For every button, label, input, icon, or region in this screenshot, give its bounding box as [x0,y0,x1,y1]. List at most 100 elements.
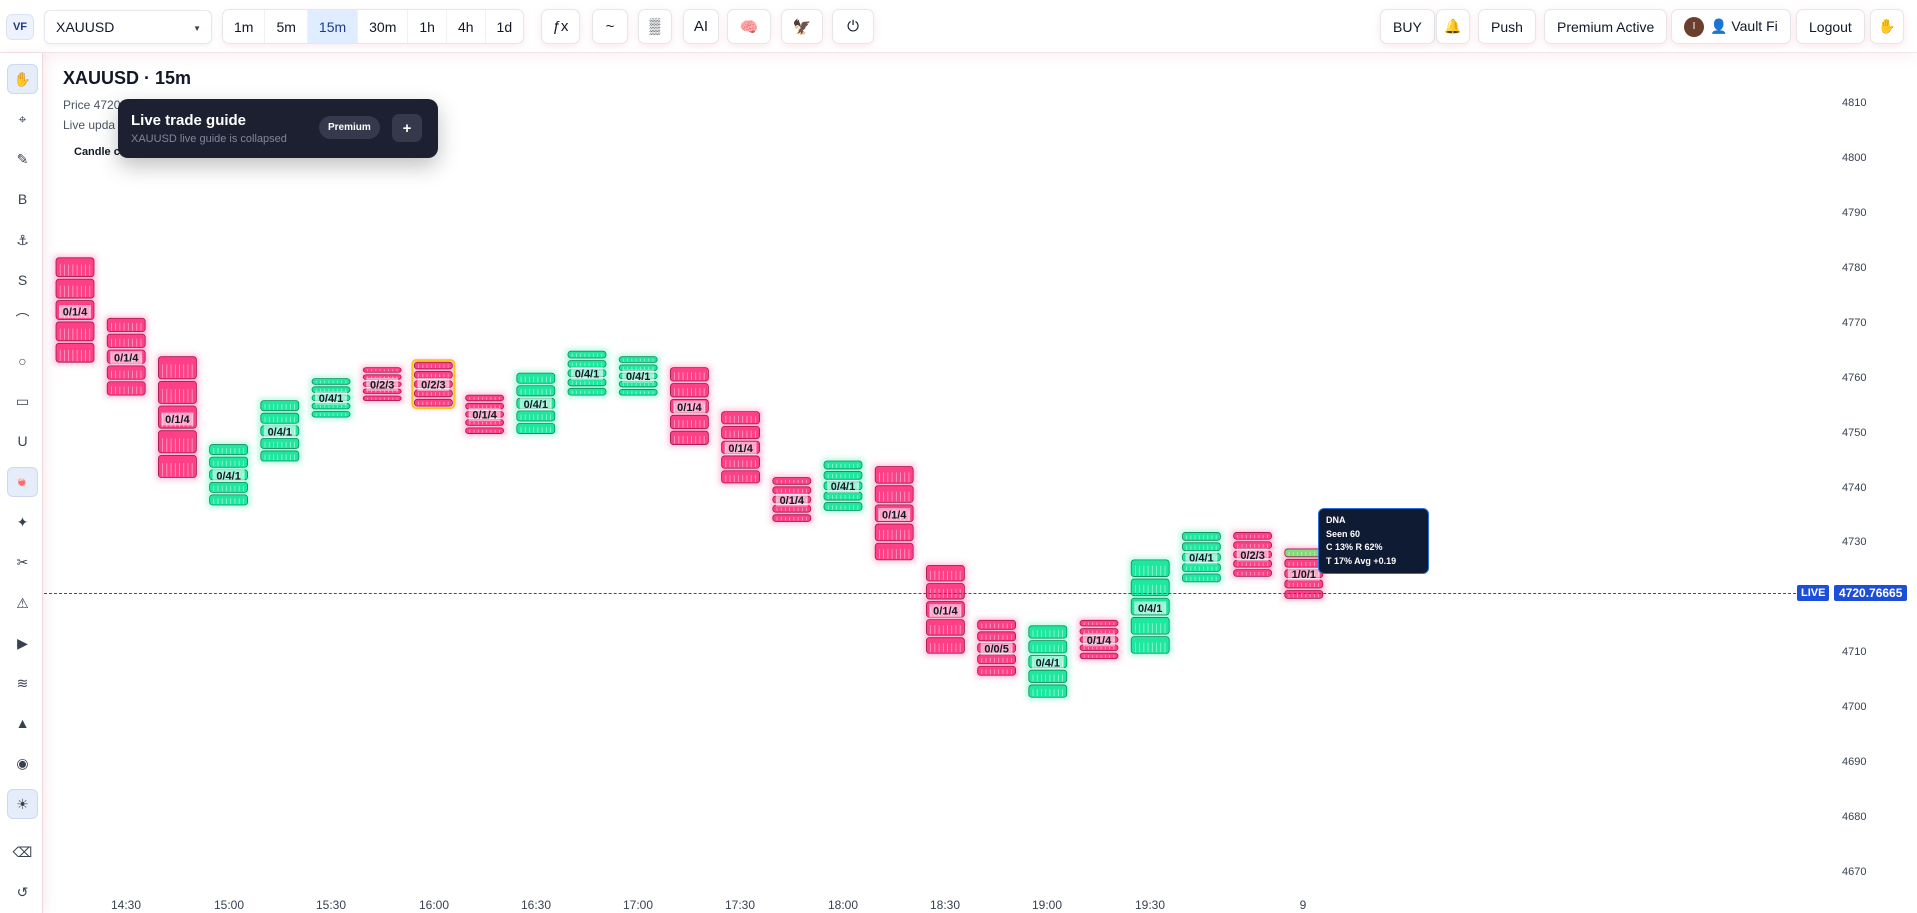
candle[interactable]: 0/2/3 [1231,530,1274,579]
ai-button[interactable]: AI [683,9,719,44]
price-tick: 4750 [1842,426,1867,439]
candle-segment [823,471,863,480]
candle[interactable]: 0/4/1 [1026,623,1069,700]
play-icon[interactable]: ▶ [17,634,28,651]
bird-button[interactable]: 🦅 [781,9,823,44]
user-menu-button[interactable]: I 👤 Vault Fi [1671,9,1791,44]
candle[interactable]: 0/4/1 [822,459,864,513]
crosshair-icon[interactable]: ⌖ [18,110,27,127]
candle[interactable]: 0/1/4 [54,255,96,365]
candle[interactable]: 0/1/4 [873,464,916,562]
circle-icon[interactable]: ○ [18,353,27,369]
timeframe-1m-button[interactable]: 1m [223,10,266,43]
expand-guide-button[interactable]: + [392,114,422,142]
pencil-icon[interactable]: ✎ [16,150,29,167]
candle[interactable]: 0/1/4 [924,563,967,656]
candy-icon[interactable]: 🍬 [7,467,38,497]
sparkle-icon[interactable]: ✦ [16,513,29,530]
candle[interactable]: 0/4/1 [514,371,557,436]
candle[interactable]: 0/1/4 [463,393,506,436]
candle-segment [618,356,658,363]
app-logo[interactable]: VF [6,14,34,40]
premium-active-button[interactable]: Premium Active [1544,9,1668,44]
timeframe-1h-button[interactable]: 1h [408,10,447,43]
timeframe-15m-button[interactable]: 15m [307,10,359,43]
candle[interactable]: 0/1/4 [719,409,762,486]
candle[interactable]: 0/2/3 [411,359,456,410]
symbol-select[interactable]: XAUUSD ▼ [44,10,212,44]
premium-badge[interactable]: Premium [319,116,380,139]
logout-button[interactable]: Logout [1796,9,1865,44]
candle-segment [1079,652,1119,660]
time-tick: 9 [1299,898,1307,912]
candle-segment [260,412,300,424]
candle-segment [772,514,812,522]
scissors-icon[interactable]: ✂ [16,553,29,570]
price-tick: 4790 [1842,206,1867,219]
eraser-icon[interactable]: ⌫ [12,843,33,860]
candle[interactable]: 0/4/1 [310,376,352,420]
s-letter-icon[interactable]: S [17,272,28,288]
candle-label: 0/4/1 [268,427,292,439]
curve-icon[interactable]: ⌒ [15,312,30,328]
candle-label: 0/2/3 [370,379,394,391]
candle[interactable]: 0/4/1 [617,354,660,398]
hand-icon[interactable]: ✋ [1870,9,1904,44]
candle[interactable]: 0/1/4 [156,354,199,480]
timeframe-4h-button[interactable]: 4h [447,10,486,43]
wave-button[interactable]: ~ [592,9,628,44]
waves-icon[interactable]: ≋ [16,674,29,691]
candle-segment [55,321,95,342]
candle[interactable]: 0/0/5 [975,618,1018,678]
live-trade-guide-panel[interactable]: Live trade guide XAUUSD live guide is co… [118,99,438,158]
texture-button[interactable]: ▒ [638,9,672,44]
price-tick: 4810 [1842,97,1867,109]
candle-label: 0/1/4 [165,414,190,426]
candle-segment [106,317,146,333]
tooltip-title: DNA [1326,515,1346,525]
candle-label: 0/4/1 [626,371,650,383]
time-tick: 17:30 [724,898,756,912]
candle-segment [1028,625,1068,639]
candle-segment [55,257,95,278]
stop-button[interactable]: ⏻ [832,9,874,44]
candle-segment [465,427,505,434]
tooltip-cr: C 13% R 62% [1326,542,1383,552]
candle[interactable]: 0/1/4 [1078,618,1120,661]
candle[interactable]: 0/4/1 [207,442,250,507]
refresh-icon[interactable]: ↺ [16,883,29,900]
candle[interactable]: 0/1/4 [770,475,813,524]
candle-segment [311,378,351,385]
hand-icon[interactable]: ✋ [7,64,38,94]
eye-icon[interactable]: ◉ [16,754,29,771]
timeframe-30m-button[interactable]: 30m [358,10,409,43]
warning-icon[interactable]: ⚠ [16,594,29,611]
candle[interactable]: 0/4/1 [566,349,608,398]
candle[interactable]: 0/4/1 [258,398,301,464]
candle-segment [465,394,505,402]
brain-button[interactable]: 🧠 [727,9,771,44]
magnet-icon[interactable]: U [17,433,28,449]
candle-label: 0/4/1 [216,470,240,482]
candle[interactable]: 0/4/1 [1180,530,1223,584]
candle-label: 0/4/1 [1036,657,1060,669]
printer-icon[interactable]: ▭ [15,392,30,409]
anchor-icon[interactable]: ⚓ [16,231,29,248]
candle[interactable]: 0/4/1 [1129,557,1172,656]
triangle-icon[interactable]: ▲ [15,715,30,731]
timeframe-1d-button[interactable]: 1d [496,18,513,35]
bell-icon[interactable]: 🔔 [1436,9,1470,44]
candle-label: 0/1/4 [1087,635,1112,647]
candle[interactable]: 0/2/3 [361,365,404,403]
sun-icon[interactable]: ☀ [7,789,38,819]
timeframe-5m-button[interactable]: 5m [265,10,308,43]
candle-segment [1284,590,1324,599]
bold-b-icon[interactable]: B [17,191,28,207]
candle[interactable]: 0/1/4 [105,316,148,398]
buy-button[interactable]: BUY [1380,9,1435,44]
push-button[interactable]: Push [1478,9,1536,44]
candle[interactable]: 1/0/1 [1282,546,1325,601]
fx-button[interactable]: ƒx [541,9,580,44]
candle[interactable]: 0/1/4 [668,365,711,447]
